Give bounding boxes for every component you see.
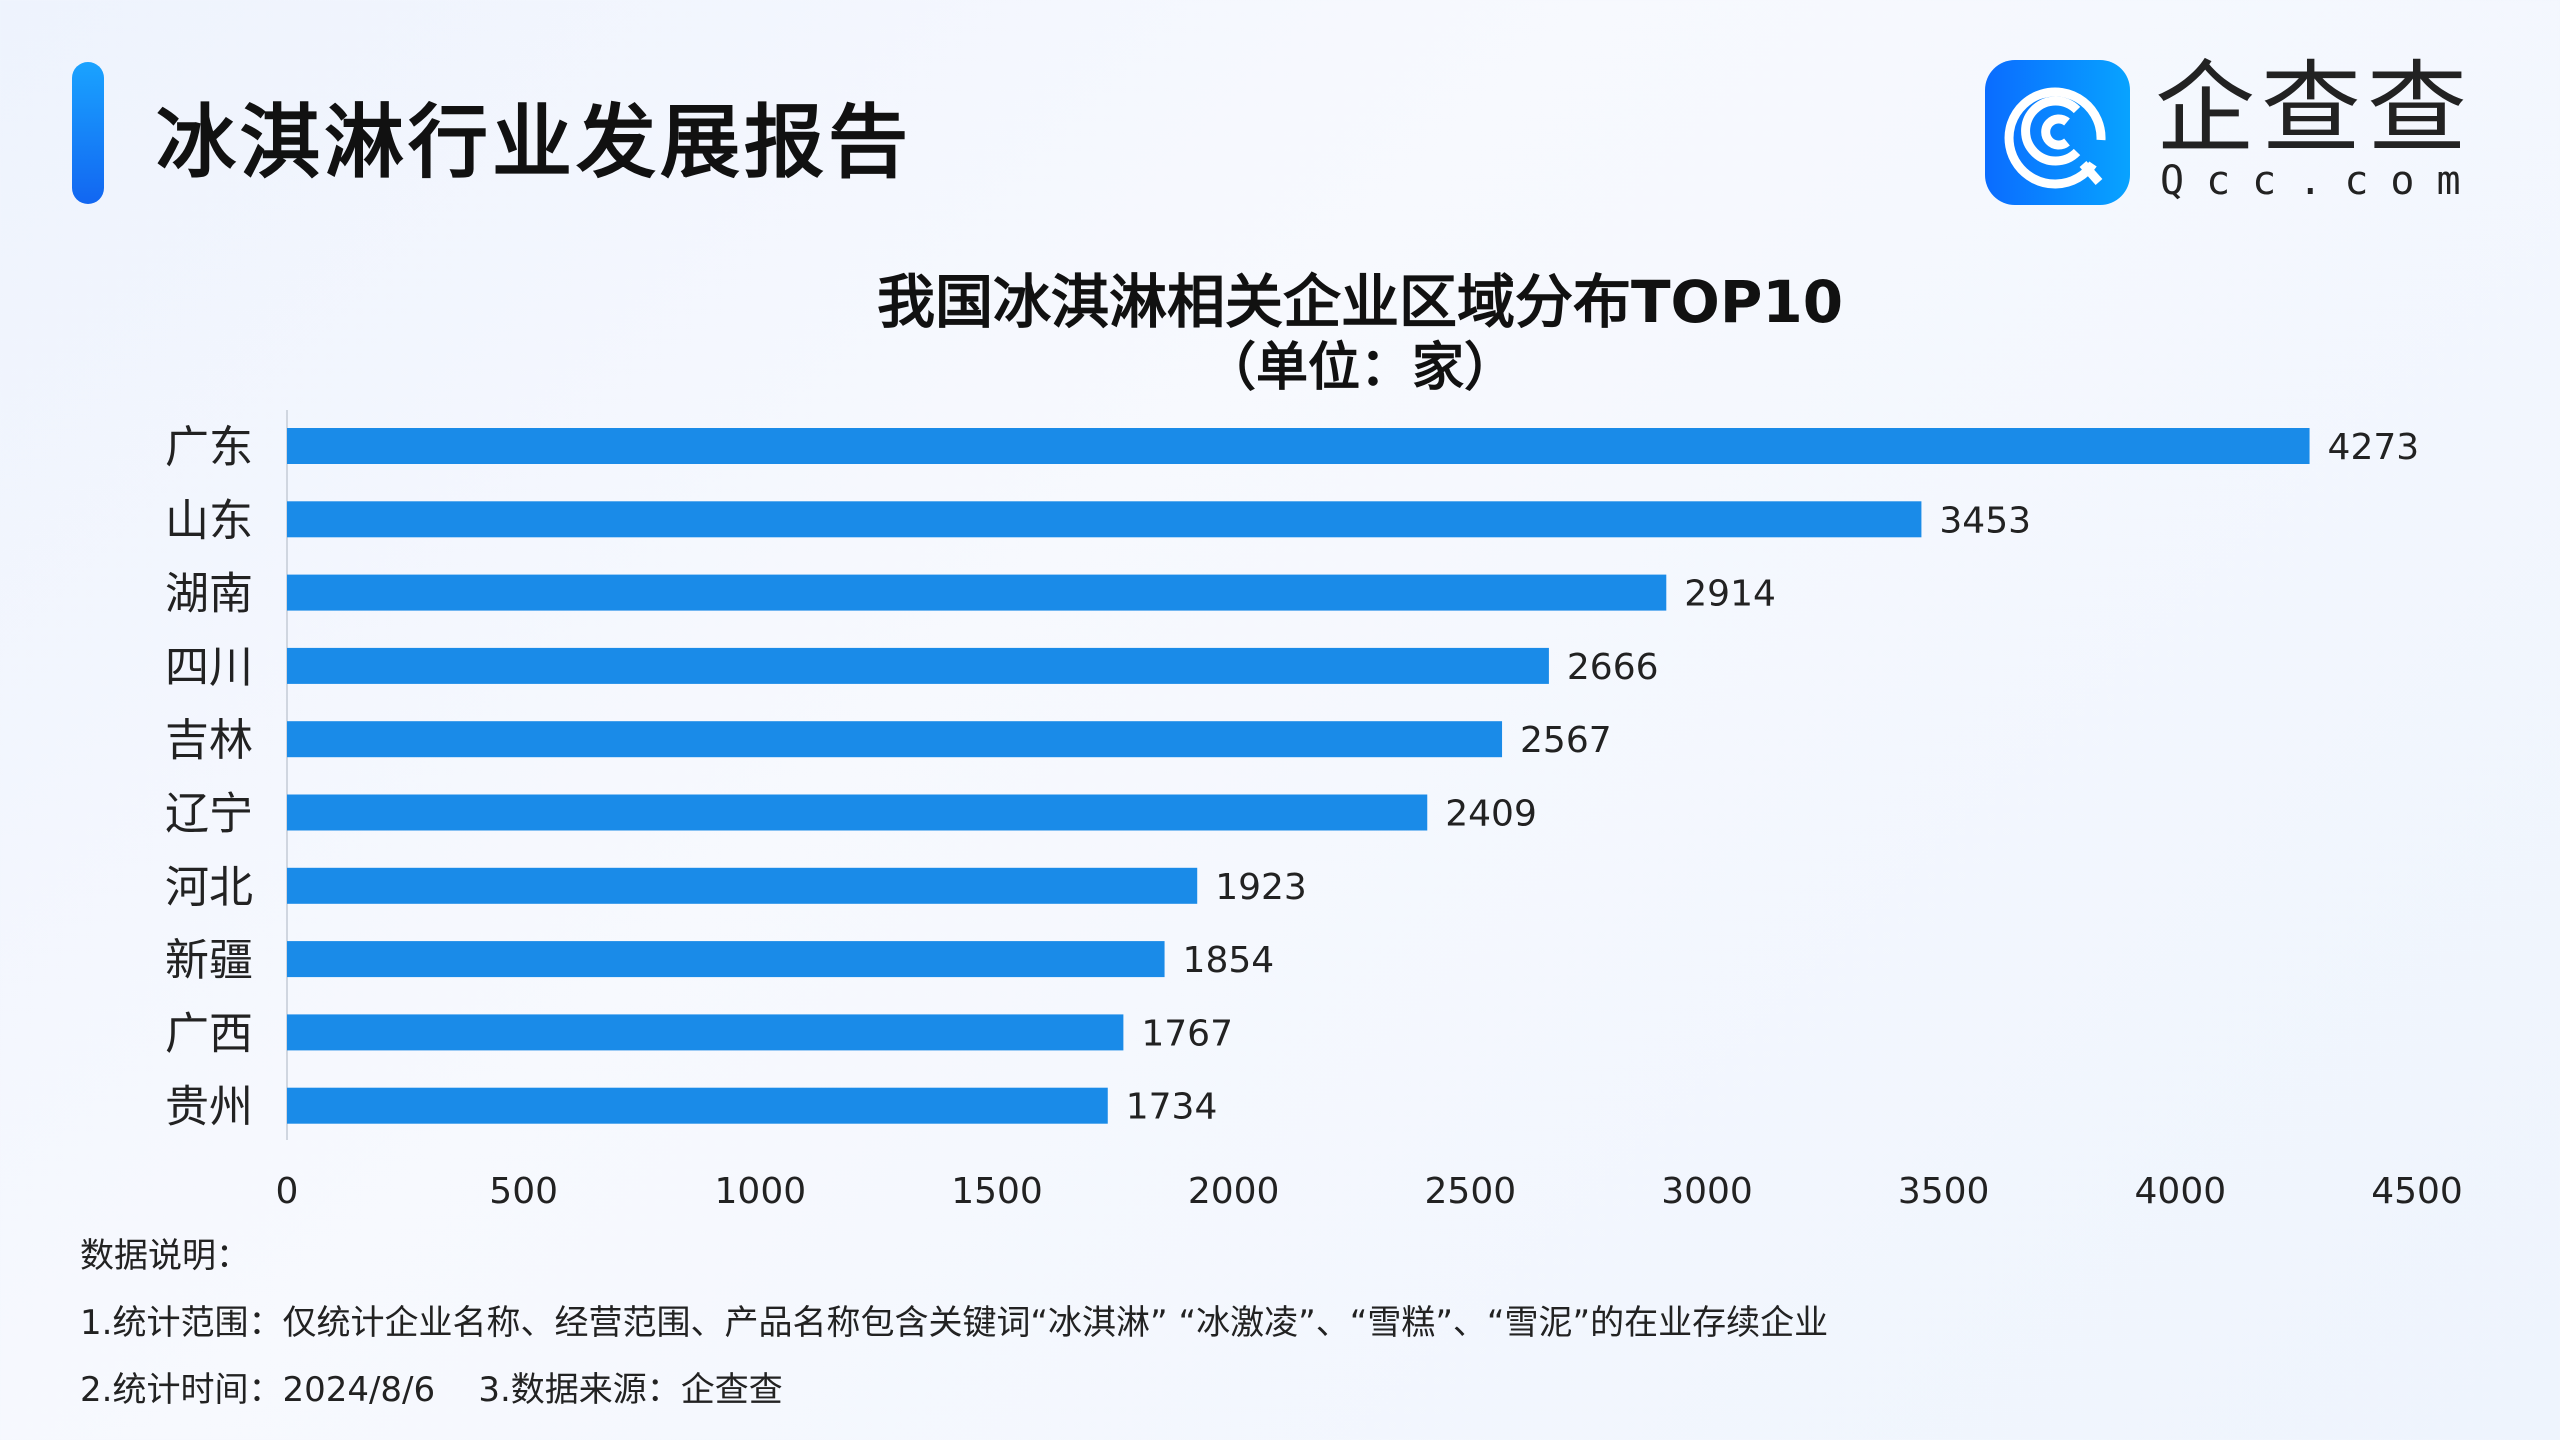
data-label: 1767 (1141, 1013, 1233, 1054)
x-tick-label: 4000 (2135, 1171, 2227, 1212)
category-label: 广西 (165, 1008, 253, 1059)
qcc-logo: 企查查 Qcc.com (1985, 54, 2505, 210)
x-tick-label: 1500 (951, 1171, 1043, 1212)
bar (287, 501, 1922, 538)
data-label: 2666 (1567, 647, 1659, 688)
x-tick-label: 2000 (1188, 1171, 1280, 1212)
notes-time-source: 2.统计时间：2024/8/6 3.数据来源：企查查 (80, 1370, 783, 1410)
data-label: 1854 (1183, 940, 1275, 981)
category-label: 贵州 (165, 1082, 253, 1133)
data-label: 2914 (1684, 574, 1776, 615)
x-tick-label: 2500 (1425, 1171, 1517, 1212)
category-label: 新疆 (165, 935, 253, 986)
x-tick-label: 3500 (1898, 1171, 1990, 1212)
data-label: 2567 (1520, 720, 1612, 761)
chart-title: 我国冰淇淋相关企业区域分布TOP10 (876, 268, 1844, 336)
bar (287, 1087, 1108, 1124)
page-title: 冰淇淋行业发展报告 (156, 96, 912, 189)
category-label: 河北 (165, 862, 253, 913)
bar (287, 721, 1503, 758)
chart-subtitle: （单位：家） (1203, 338, 1516, 398)
category-label: 山东 (165, 495, 253, 546)
x-tick-label: 3000 (1661, 1171, 1753, 1212)
bar (287, 941, 1165, 978)
category-label: 广东 (165, 422, 253, 473)
bar (287, 574, 1667, 611)
data-label: 2409 (1445, 794, 1537, 835)
data-label: 4273 (2328, 427, 2420, 468)
qcc-logo-icon (1985, 60, 2130, 205)
bar (287, 428, 2310, 464)
bar (287, 794, 1428, 831)
qcc-logo-text: 企查查 (2155, 50, 2473, 167)
x-tick-label: 500 (489, 1171, 558, 1212)
x-tick-label: 0 (276, 1171, 299, 1212)
bar (287, 867, 1198, 904)
data-label: 3453 (1939, 500, 2031, 541)
data-label: 1923 (1215, 867, 1307, 908)
bar (287, 647, 1549, 684)
title-accent-bar (72, 62, 104, 204)
x-tick-label: 4500 (2371, 1171, 2463, 1212)
category-label: 四川 (165, 642, 253, 693)
notes-heading: 数据说明： (80, 1236, 250, 1276)
category-label: 吉林 (165, 715, 253, 766)
x-tick-label: 1000 (715, 1171, 807, 1212)
bar (287, 1014, 1124, 1051)
category-label: 湖南 (165, 569, 253, 620)
qcc-logo-domain: Qcc.com (2160, 158, 2483, 204)
notes-scope: 1.统计范围：仅统计企业名称、经营范围、产品名称包含关键词“冰淇淋” “冰激凌”… (80, 1303, 1829, 1343)
data-label: 1734 (1126, 1087, 1218, 1128)
category-label: 辽宁 (165, 789, 253, 840)
